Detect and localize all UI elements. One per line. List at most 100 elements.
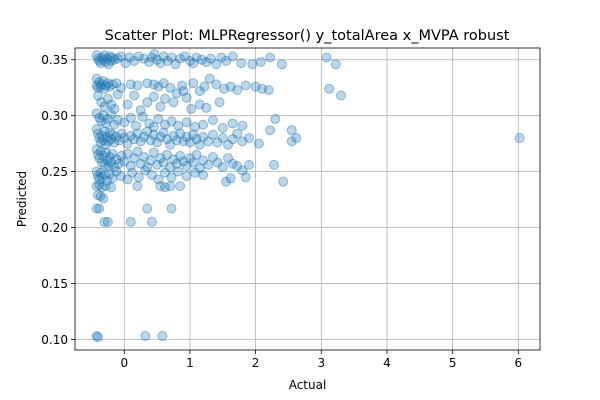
scatter-point [106, 157, 117, 168]
scatter-point [159, 182, 170, 193]
scatter-point [198, 169, 209, 180]
scatter-point [98, 150, 109, 161]
scatter-point [116, 128, 127, 139]
scatter-point [125, 161, 136, 172]
scatter-point [140, 165, 151, 176]
scatter-point [115, 51, 126, 62]
scatter-point [119, 156, 130, 167]
scatter-point [253, 138, 264, 149]
scatter-point [129, 90, 140, 101]
scatter-point [94, 174, 105, 185]
scatter-point [98, 54, 109, 65]
scatter-point [102, 175, 113, 186]
x-tick-label: 2 [252, 356, 260, 370]
scatter-point [265, 125, 276, 136]
y-tick-label: 0.15 [41, 277, 68, 291]
scatter-point [153, 114, 164, 125]
scatter-point [94, 77, 105, 88]
scatter-point [146, 169, 157, 180]
scatter-point [199, 81, 210, 92]
scatter-point [145, 135, 156, 146]
scatter-point [102, 155, 113, 166]
scatter-point [165, 181, 176, 192]
scatter-point [133, 51, 144, 62]
scatter-point [104, 81, 115, 92]
scatter-point [96, 172, 107, 183]
scatter-point [168, 130, 179, 141]
scatter-point [142, 203, 153, 214]
scatter-point [188, 78, 199, 89]
scatter-point [165, 82, 176, 93]
scatter-point [109, 162, 120, 173]
scatter-point [100, 80, 111, 91]
scatter-point [225, 81, 236, 92]
scatter-point [138, 152, 149, 163]
scatter-point [91, 80, 102, 91]
scatter-point [240, 172, 251, 183]
scatter-point [207, 115, 218, 126]
scatter-point [95, 167, 106, 178]
scatter-point [263, 84, 274, 95]
scatter-point [106, 182, 117, 193]
scatter-point [232, 128, 243, 139]
scatter-point [237, 120, 248, 131]
scatter-point [102, 53, 113, 64]
scatter-point [112, 53, 123, 64]
scatter-point [286, 125, 297, 136]
scatter-point [111, 78, 122, 89]
scatter-point [111, 166, 122, 177]
scatter-point [203, 159, 214, 170]
scatter-point [161, 134, 172, 145]
scatter-point [125, 216, 136, 227]
scatter-point [96, 130, 107, 141]
scatter-point [103, 59, 114, 70]
scatter-point [92, 90, 103, 101]
x-tick-label: 1 [186, 356, 194, 370]
axis-ticks: 0 1 2 3 4 5 6 0.10 0.15 0.20 0.25 0.30 0.35 [41, 53, 522, 370]
scatter-point [102, 93, 113, 104]
scatter-point [198, 119, 209, 130]
scatter-point [178, 156, 189, 167]
scatter-point [146, 216, 157, 227]
scatter-point [177, 80, 188, 91]
scatter-point [181, 117, 192, 128]
scatter-point [146, 52, 157, 63]
scatter-point [155, 153, 166, 164]
data-points [91, 49, 525, 343]
scatter-point [227, 118, 238, 129]
scatter-point [330, 59, 341, 70]
scatter-point [191, 134, 202, 145]
scatter-point [127, 167, 138, 178]
scatter-point [148, 79, 159, 90]
scatter-point [227, 134, 238, 145]
scatter-point [181, 131, 192, 142]
scatter-point [102, 131, 113, 142]
scatter-point [207, 152, 218, 163]
scatter-point [106, 99, 117, 110]
scatter-point [155, 58, 166, 69]
scatter-point [114, 158, 125, 169]
scatter-point [159, 119, 170, 130]
scatter-point [109, 54, 120, 65]
scatter-point [152, 54, 163, 65]
scatter-point [165, 139, 176, 150]
scatter-point [198, 131, 209, 142]
scatter-point [106, 134, 117, 145]
scatter-point [91, 144, 102, 155]
scatter-point [99, 216, 110, 227]
scatter-point [95, 58, 106, 69]
scatter-point [107, 148, 118, 159]
scatter-point [211, 59, 222, 70]
scatter-point [98, 75, 109, 86]
scatter-point [115, 82, 126, 93]
scatter-point [166, 172, 177, 183]
scatter-point [214, 97, 225, 108]
scatter-point [291, 133, 302, 144]
scatter-point [221, 55, 232, 66]
scatter-point [94, 153, 105, 164]
x-tick-label: 4 [383, 356, 391, 370]
scatter-point [109, 103, 120, 114]
scatter-point [178, 86, 189, 97]
scatter-point [99, 101, 110, 112]
